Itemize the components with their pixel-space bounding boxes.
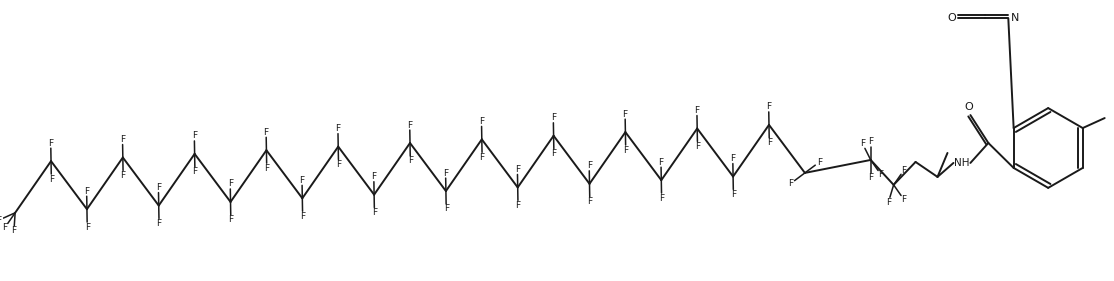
Text: F: F xyxy=(479,153,485,162)
Text: F: F xyxy=(516,201,520,210)
Text: F: F xyxy=(550,113,556,122)
Text: F: F xyxy=(515,165,520,174)
Text: F: F xyxy=(49,175,53,183)
Text: F: F xyxy=(868,173,873,182)
Text: F: F xyxy=(371,172,377,181)
Text: F: F xyxy=(156,219,162,228)
Text: F: F xyxy=(788,179,793,188)
Text: F: F xyxy=(0,216,1,225)
Text: F: F xyxy=(694,106,700,115)
Text: F: F xyxy=(551,149,557,158)
Text: F: F xyxy=(120,171,126,180)
Text: F: F xyxy=(408,157,413,166)
Text: F: F xyxy=(228,215,234,224)
Text: F: F xyxy=(817,158,822,167)
Text: F: F xyxy=(868,137,873,146)
Text: F: F xyxy=(587,197,593,206)
Text: F: F xyxy=(120,135,125,144)
Text: F: F xyxy=(300,212,305,221)
Text: F: F xyxy=(48,139,53,148)
Text: F: F xyxy=(443,169,448,178)
Text: F: F xyxy=(407,121,412,130)
Text: N: N xyxy=(1012,13,1019,23)
Text: F: F xyxy=(335,124,341,133)
Text: F: F xyxy=(879,170,883,179)
Text: F: F xyxy=(156,183,162,192)
Text: F: F xyxy=(623,146,628,155)
Text: F: F xyxy=(695,142,700,151)
Text: F: F xyxy=(443,205,449,214)
Text: F: F xyxy=(901,166,907,175)
Text: F: F xyxy=(227,180,233,189)
Text: F: F xyxy=(587,161,592,170)
Text: NH: NH xyxy=(954,158,969,168)
Text: F: F xyxy=(11,226,17,235)
Text: O: O xyxy=(964,102,973,112)
Text: F: F xyxy=(901,195,907,204)
Text: O: O xyxy=(947,13,956,23)
Text: F: F xyxy=(658,158,664,167)
Text: F: F xyxy=(336,160,341,169)
Text: F: F xyxy=(860,139,866,148)
Text: F: F xyxy=(193,167,197,176)
Text: F: F xyxy=(84,187,89,196)
Text: F: F xyxy=(300,176,304,185)
Text: F: F xyxy=(2,223,8,232)
Text: F: F xyxy=(731,190,736,199)
Text: F: F xyxy=(659,194,664,203)
Text: F: F xyxy=(886,198,891,207)
Text: F: F xyxy=(479,117,485,126)
Text: F: F xyxy=(372,208,377,217)
Text: F: F xyxy=(264,128,268,137)
Text: F: F xyxy=(730,154,735,163)
Text: F: F xyxy=(766,102,771,112)
Text: F: F xyxy=(264,164,270,173)
Text: F: F xyxy=(85,223,90,232)
Text: F: F xyxy=(766,138,772,147)
Text: F: F xyxy=(192,132,197,140)
Text: F: F xyxy=(623,110,627,119)
